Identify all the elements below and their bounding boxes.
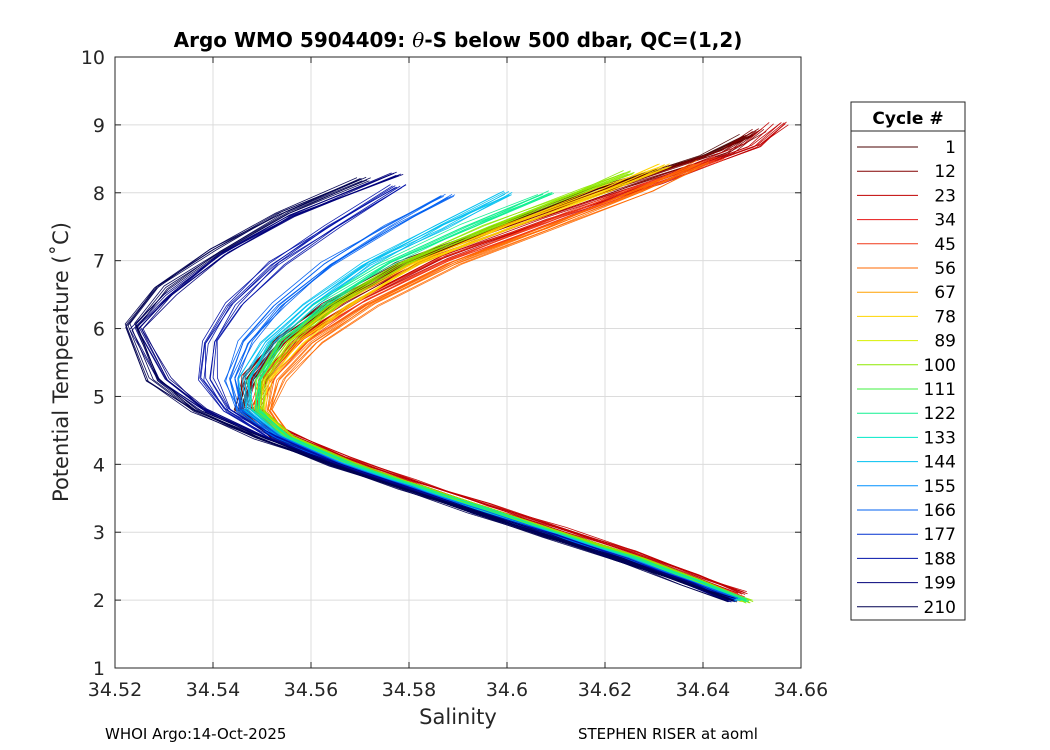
ticks: 34.52 34.54 34.56 34.58 34.6 34.62 34.64 34.66 1… [81, 47, 828, 701]
chart-title-theta: θ [412, 28, 424, 52]
series-line-cycle-210 [134, 176, 734, 602]
plot-area: 34.52 34.54 34.56 34.58 34.6 34.62 34.64 34.66 1… [81, 47, 828, 701]
x-tick-label: 34.62 [578, 679, 632, 701]
legend-title: Cycle # [872, 109, 943, 129]
x-tick-label: 34.6 [486, 679, 528, 701]
legend-label-100: 100 [924, 356, 956, 376]
legend-label-144: 144 [924, 453, 956, 473]
series-line-cycle-210 [124, 180, 727, 602]
legend-label-199: 199 [924, 574, 956, 594]
axes-background [115, 57, 801, 668]
legend-label-133: 133 [924, 428, 956, 448]
legend-label-111: 111 [924, 380, 956, 400]
y-tick-label: 8 [93, 183, 105, 205]
axes-box [114, 56, 802, 669]
legend-label-155: 155 [924, 477, 956, 497]
legend-label-78: 78 [934, 307, 956, 327]
x-axis-label: Salinity [419, 705, 497, 729]
legend: Cycle # 1 12 23 34 45 56 67 78 89 100 111 122 133 144… [850, 101, 966, 621]
series-line-cycle-210 [135, 180, 734, 601]
series-line-cycle-188 [212, 184, 735, 599]
series-line-cycle-210 [127, 178, 729, 601]
chart-title-part-2: -S below 500 dbar, QC=(1,2) [424, 28, 742, 52]
y-tick-label: 4 [93, 454, 105, 476]
chart-title: Argo WMO 5904409: θ-S below 500 dbar, QC… [174, 28, 743, 52]
y-tick-label: 2 [93, 590, 105, 612]
x-tick-label: 34.58 [382, 679, 436, 701]
legend-label-34: 34 [934, 211, 956, 231]
series-lines [124, 121, 789, 604]
y-tick-label: 6 [93, 319, 105, 341]
legend-entries: 1 12 23 34 45 56 67 78 89 100 111 122 133 144 155 166 17… [857, 138, 956, 618]
legend-label-12: 12 [934, 162, 956, 182]
y-tick-label: 9 [93, 115, 105, 137]
legend-box [850, 101, 966, 621]
legend-label-89: 89 [934, 332, 956, 352]
y-tick-label: 5 [93, 386, 105, 408]
series-line-cycle-122 [257, 193, 747, 602]
legend-label-210: 210 [924, 598, 956, 618]
legend-label-56: 56 [934, 259, 956, 279]
legend-label-67: 67 [934, 283, 956, 303]
footer-credit-left: WHOI Argo:14-Oct-2025 [105, 725, 287, 743]
x-tick-label: 34.56 [284, 679, 338, 701]
series-line-cycle-23 [247, 123, 774, 594]
legend-label-122: 122 [924, 404, 956, 424]
legend-label-166: 166 [924, 501, 956, 521]
series-line-cycle-100 [262, 173, 750, 604]
legend-label-45: 45 [934, 235, 956, 255]
legend-label-177: 177 [924, 525, 956, 545]
y-tick-label: 1 [93, 658, 105, 680]
y-tick-label: 7 [93, 251, 105, 273]
y-tick-label: 3 [93, 522, 105, 544]
y-tick-label: 10 [81, 47, 105, 69]
chart-title-part-1: Argo WMO 5904409: [174, 28, 413, 52]
legend-label-23: 23 [934, 186, 956, 206]
footer-credit-right: STEPHEN RISER at aoml [578, 725, 758, 743]
legend-label-1: 1 [945, 138, 956, 158]
x-tick-label: 34.64 [676, 679, 730, 701]
legend-label-188: 188 [924, 549, 956, 569]
x-tick-label: 34.54 [186, 679, 240, 701]
y-axis-label: Potential Temperature (˚C) [49, 222, 73, 502]
x-tick-label: 34.52 [88, 679, 142, 701]
x-tick-label: 34.66 [774, 679, 828, 701]
